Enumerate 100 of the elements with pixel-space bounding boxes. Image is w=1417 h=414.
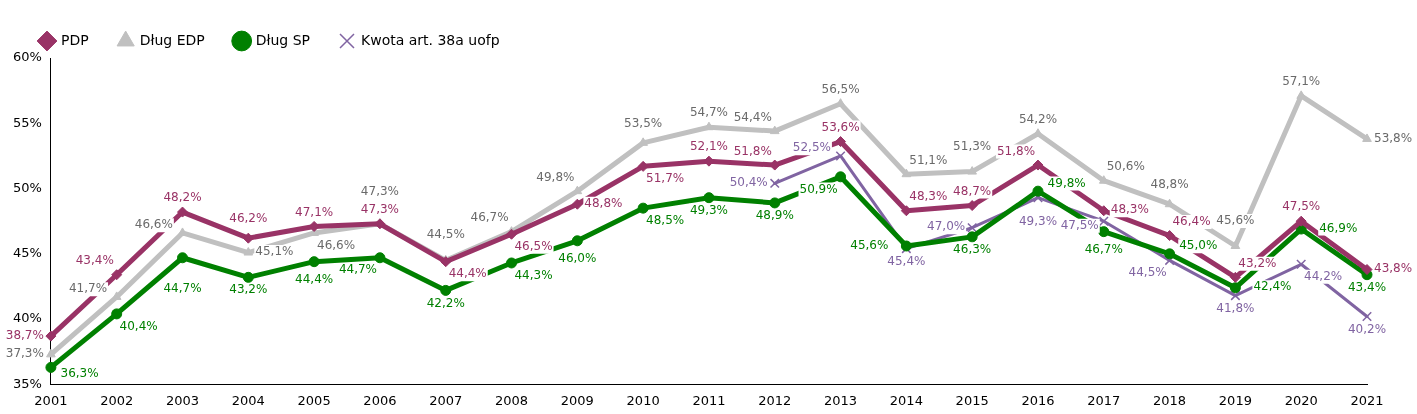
x-tick-label: 2007 [429,392,463,408]
data-label: 52,5% [792,140,831,155]
y-tick-label: 60% [12,49,42,65]
data-label: 53,6% [821,119,860,134]
data-label: 47,5% [1282,199,1321,214]
data-label: 37,3% [5,346,44,360]
data-label: 45,0% [1179,238,1218,253]
data-label: 48,3% [1110,202,1149,217]
data-label: 49,3% [1018,213,1058,228]
x-tick-label: 2006 [363,392,397,408]
data-label: 48,8% [1150,177,1189,192]
y-tick-label: 55% [12,114,42,130]
data-label: 44,5% [1128,265,1167,280]
data-label: 56,5% [821,81,860,96]
x-tick-label: 2001 [34,392,68,408]
x-tick-label: 2013 [824,392,858,408]
data-label: 54,4% [733,109,772,124]
data-label: 45,4% [887,253,926,268]
data-label: 47,0% [927,219,966,234]
data-label: 46,3% [953,241,992,256]
data-label: 44,3% [514,267,553,282]
data-label: 43,4% [75,253,114,268]
x-tick-label: 2009 [560,392,594,408]
data-label: 49,8% [536,169,575,184]
data-label: 48,3% [909,189,948,204]
data-label: 46,5% [514,238,553,253]
data-label: 50,6% [1106,159,1145,174]
data-label: 46,6% [134,217,173,232]
data-label: 48,8% [584,195,623,210]
legend-label: Dług SP [255,31,311,48]
data-label: 54,7% [689,105,729,120]
data-label: 46,4% [1172,214,1211,229]
x-tick-label: 2014 [889,392,923,408]
x-tick-label: 2021 [1350,392,1384,408]
data-label: 41,7% [68,281,108,296]
data-label: 48,9% [755,208,794,223]
x-tick-label: 2012 [758,392,792,408]
data-label: 51,3% [953,138,992,153]
data-label: 47,3% [360,201,399,216]
data-label: 36,3% [60,366,99,381]
data-label: 44,4% [448,266,487,281]
x-tick-label: 2010 [626,392,660,408]
data-label: 44,4% [295,271,334,286]
y-tick-label: 40% [12,310,42,326]
x-tick-label: 2005 [297,392,331,408]
data-label: 51,1% [909,152,948,167]
x-tick-label: 2002 [100,392,134,408]
data-label: 47,3% [360,183,399,198]
data-label: 44,5% [426,227,465,242]
data-label: 46,9% [1319,220,1358,235]
data-label: 47,1% [295,204,334,219]
data-label: 46,0% [558,250,597,265]
data-label: 43,4% [1347,279,1387,294]
data-label: 50,4% [729,174,768,189]
x-tick-label: 2020 [1284,392,1318,408]
data-label: 46,6% [317,237,356,252]
x-tick-label: 2008 [494,392,529,408]
data-label: 47,5% [1060,217,1099,232]
legend-label: Dług EDP [139,31,205,48]
data-label: 53,5% [624,115,663,130]
data-label: 51,8% [733,143,772,158]
data-label: 45,6% [850,237,889,252]
data-label: 41,8% [1216,300,1255,315]
data-label: 46,7% [470,210,509,225]
data-label: 48,5% [646,212,685,227]
x-tick-label: 2011 [692,392,726,408]
data-label: 44,2% [1304,268,1343,283]
data-label: 49,8% [1047,175,1086,190]
x-tick-label: 2015 [955,392,989,408]
y-tick-label: 50% [12,179,42,195]
y-tick-label: 45% [12,245,42,261]
x-tick-label: 2019 [1218,392,1252,408]
data-label: 40,4% [119,318,158,333]
data-label: 46,2% [229,211,268,226]
x-tick-label: 2017 [1087,392,1121,408]
data-label: 42,2% [426,295,465,310]
data-label: 44,7% [163,280,202,295]
data-label: 49,3% [689,202,729,217]
x-tick-label: 2016 [1021,392,1055,408]
data-label: 40,2% [1347,321,1387,336]
data-label: 51,8% [996,143,1036,158]
y-tick-label: 35% [12,375,42,391]
data-label: 54,2% [1018,111,1058,126]
data-label: 43,2% [229,282,268,297]
data-label: 48,2% [163,190,202,205]
data-label: 51,7% [646,171,685,186]
data-label: 43,8% [1374,261,1413,276]
data-label: 46,7% [1084,241,1123,256]
data-label: 50,9% [799,181,838,196]
x-tick-label: 2004 [231,392,265,408]
legend-label: Kwota art. 38a uofp [361,31,500,48]
data-label: 45,6% [1216,213,1255,228]
data-label: 38,7% [5,327,44,342]
data-label: 57,1% [1282,73,1321,88]
data-label: 48,7% [953,183,992,198]
data-label: 53,8% [1374,130,1413,145]
data-label: 52,1% [689,139,729,154]
data-label: 42,4% [1253,279,1292,294]
data-label: 43,2% [1238,255,1277,270]
x-tick-label: 2003 [165,392,200,408]
